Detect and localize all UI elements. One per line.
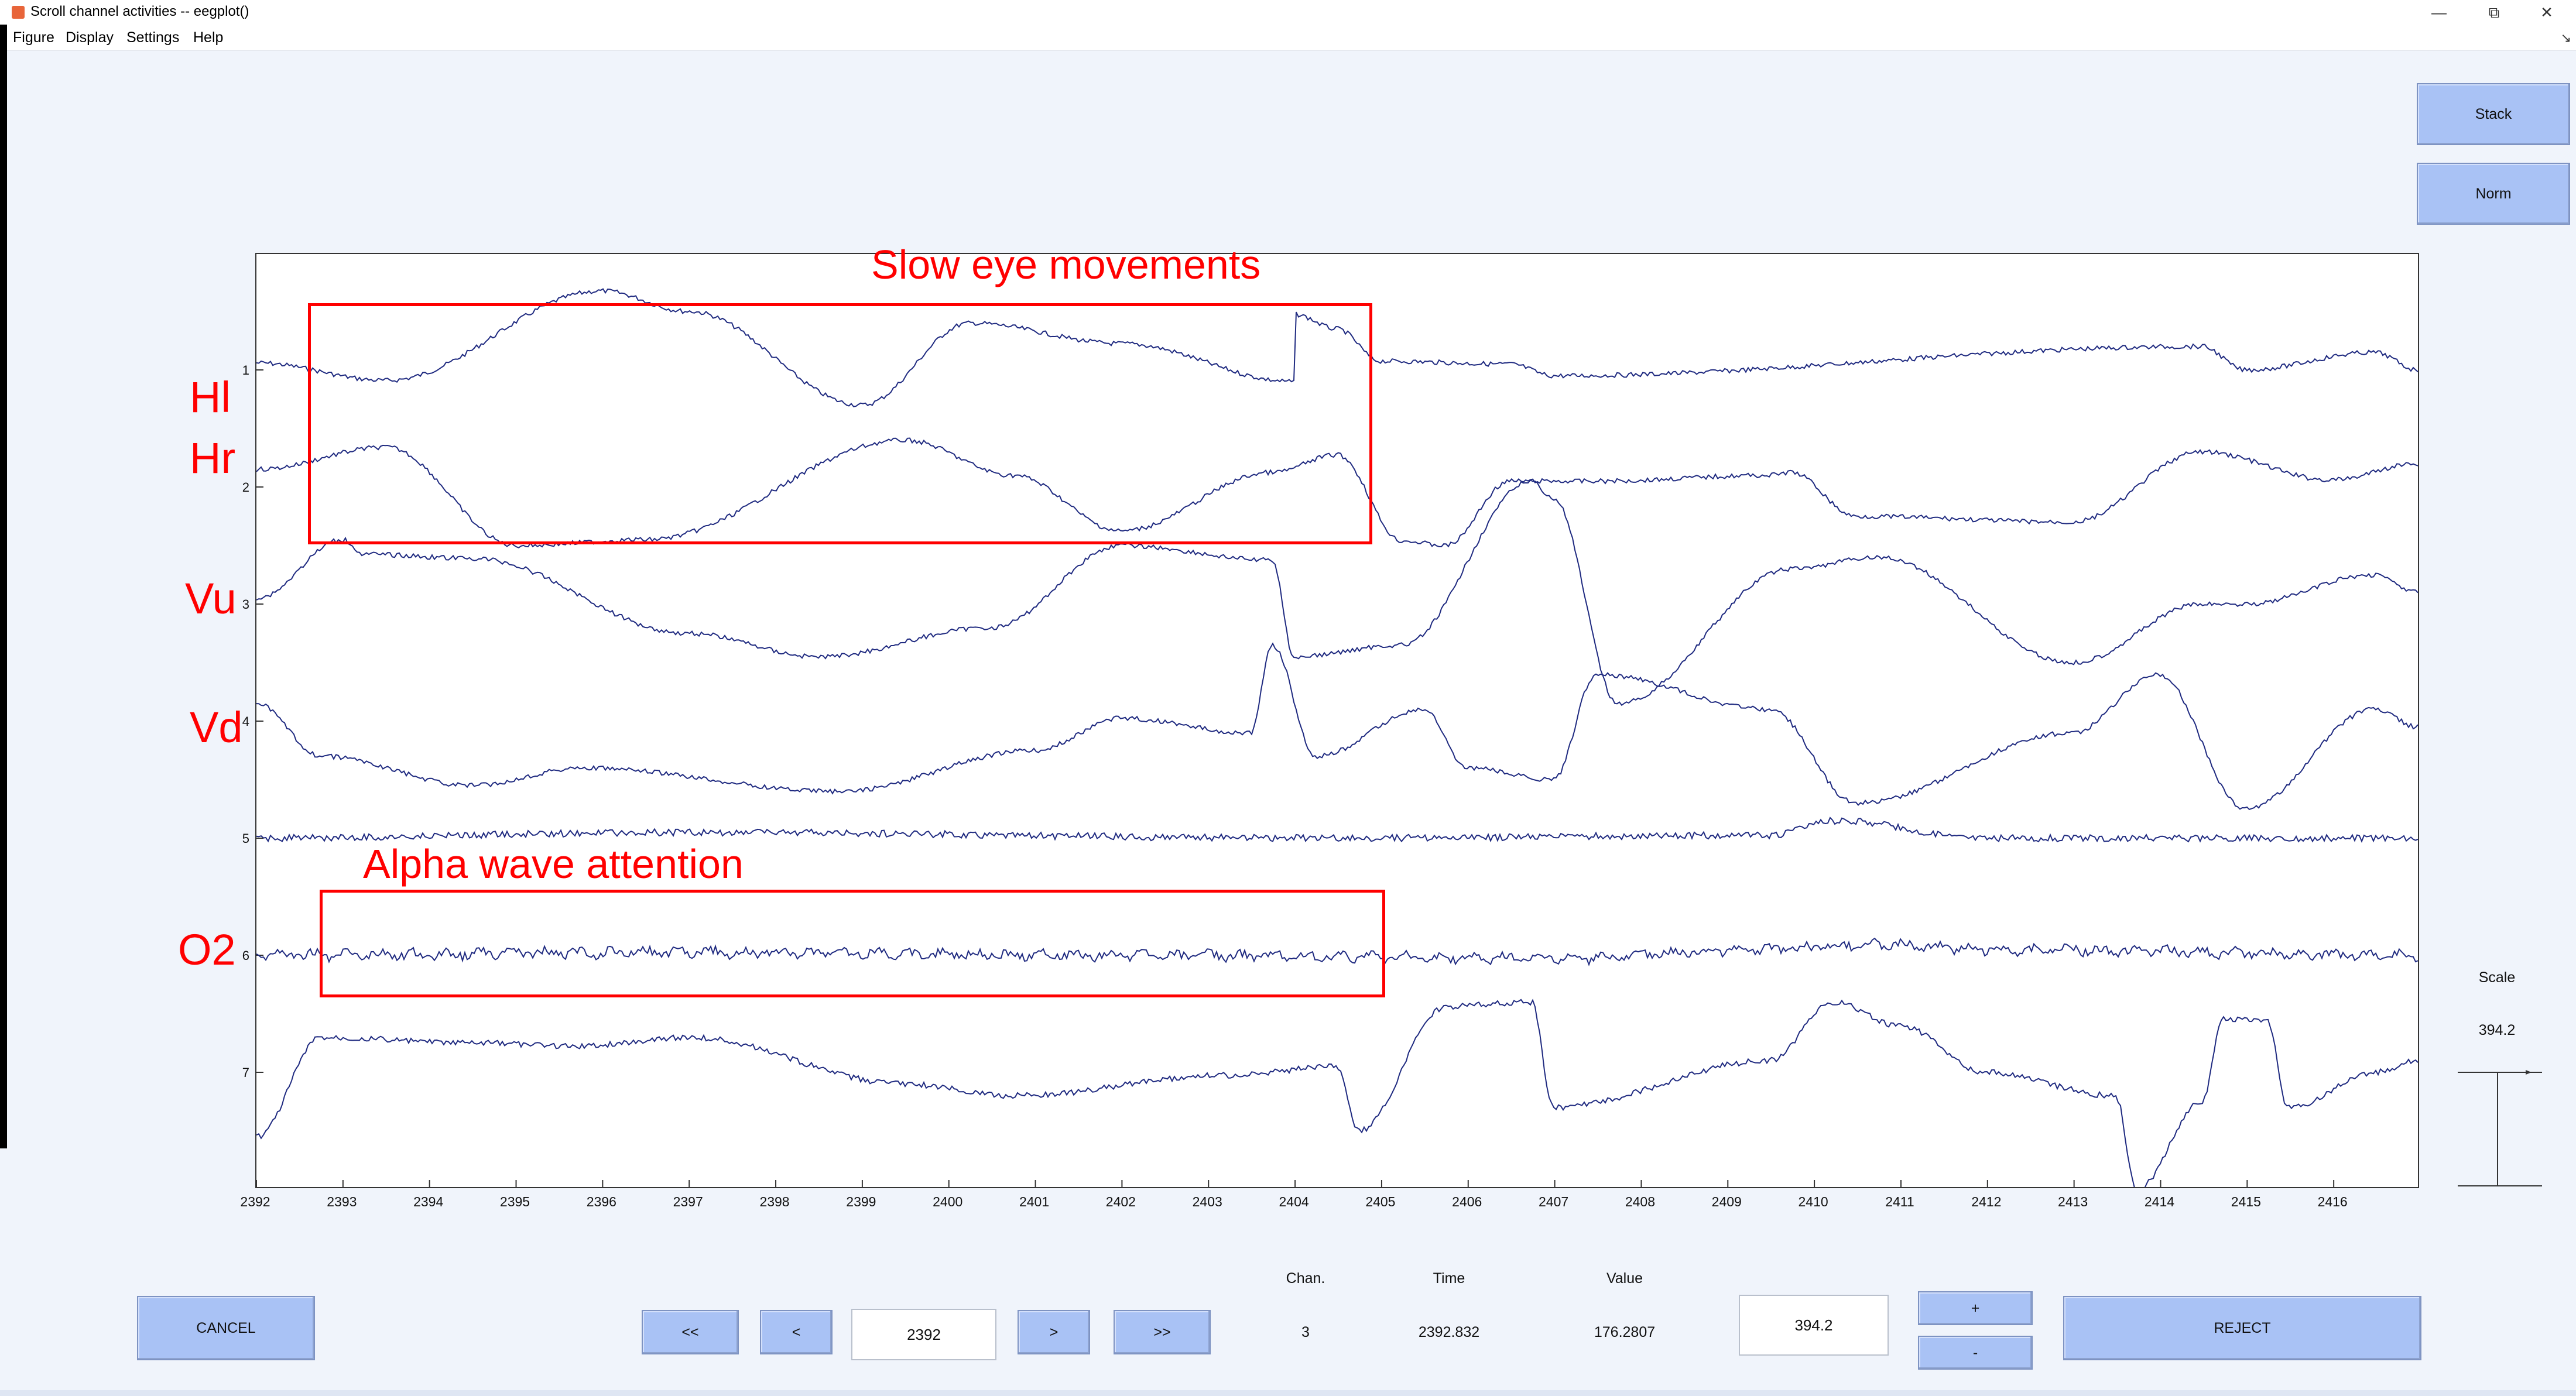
eeg-trace-channel-4 [256,642,2418,811]
x-tick-label: 2409 [1711,1194,1742,1209]
annotation-box-slow-eye [308,303,1372,544]
x-tick-label: 2408 [1625,1194,1656,1209]
channel-label-1: 1 [242,363,249,378]
x-tick-label: 2398 [759,1194,790,1209]
left-edge-bar [0,25,7,1148]
scale-input[interactable]: 394.2 [1739,1295,1889,1356]
toolbar-toggle-icon[interactable]: ↘ [2560,30,2571,45]
window-title: Scroll channel activities -- eegplot() [30,4,249,19]
channel-label-6: 6 [242,948,249,963]
eeg-trace-channel-1 [256,288,2418,407]
annotation-vd: Vd [190,703,243,752]
x-tick-label: 2393 [327,1194,357,1209]
norm-button[interactable]: Norm [2417,163,2570,225]
menu-help[interactable]: Help [193,29,224,46]
x-tick-label: 2410 [1798,1194,1828,1209]
title-bar: Scroll channel activities -- eegplot() —… [0,0,2576,25]
x-tick-label: 2412 [1971,1194,2002,1209]
annotation-vu: Vu [185,574,237,623]
value-value: 176.2807 [1594,1324,1656,1340]
chan-value: 3 [1301,1324,1310,1340]
close-button[interactable]: ✕ [2540,4,2553,21]
x-tick-label: 2405 [1365,1194,1396,1209]
scale-value: 394.2 [2478,1022,2516,1038]
x-tick-label: 2394 [413,1194,444,1209]
x-tick-label: 2413 [2058,1194,2088,1209]
menu-settings[interactable]: Settings [126,29,180,46]
x-tick-label: 2404 [1279,1194,1309,1209]
x-tick-label: 2397 [673,1194,703,1209]
menu-display[interactable]: Display [66,29,114,46]
x-tick-label: 2401 [1019,1194,1050,1209]
menu-bar: Figure Display Settings Help ↘ [0,25,2576,51]
eeg-trace-channel-5 [256,817,2418,843]
x-tick-label: 2396 [586,1194,616,1209]
eeg-trace-channel-3 [256,479,2418,706]
menu-figure[interactable]: Figure [13,29,54,46]
x-tick-label: 2402 [1105,1194,1136,1209]
restore-button[interactable]: ⧉ [2488,4,2500,21]
x-tick-label: 2399 [846,1194,876,1209]
last-page-button[interactable]: >> [1114,1310,1211,1354]
matlab-icon [12,6,25,19]
cancel-button[interactable]: CANCEL [137,1296,315,1360]
eeg-trace-channel-6 [256,937,2418,966]
channel-label-5: 5 [242,831,249,846]
annotation-alpha-wave: Alpha wave attention [363,841,744,887]
stack-button[interactable]: Stack [2417,83,2570,145]
x-tick-label: 2415 [2231,1194,2261,1209]
x-tick-label: 2392 [240,1194,270,1209]
reject-button[interactable]: REJECT [2063,1296,2421,1360]
next-page-button[interactable]: > [1018,1310,1090,1354]
channel-label-7: 7 [242,1065,249,1080]
time-value: 2392.832 [1418,1324,1480,1340]
eeg-traces [256,288,2418,1187]
prev-page-button[interactable]: < [760,1310,833,1354]
bottom-strip [0,1390,2576,1396]
scale-increase-button[interactable]: + [1918,1291,2033,1325]
scale-label: Scale [2478,969,2516,986]
scale-bar [2458,1070,2542,1186]
channel-label-3: 3 [242,597,249,612]
eeg-plot-area[interactable] [255,253,2419,1188]
annotation-slow-eye-movements: Slow eye movements [871,242,1261,287]
annotation-o2: O2 [178,925,236,974]
time-label: Time [1433,1270,1465,1287]
chan-label: Chan. [1286,1270,1325,1287]
channel-label-2: 2 [242,480,249,495]
position-input[interactable]: 2392 [851,1309,996,1360]
eeg-trace-channel-7 [256,999,2418,1187]
value-label: Value [1606,1270,1643,1287]
annotation-hr: Hr [190,434,236,482]
annotation-hl: Hl [190,373,231,421]
channel-traces [256,288,2418,1187]
x-tick-label: 2403 [1192,1194,1222,1209]
x-axis-ticks [256,369,2335,1187]
x-tick-label: 2407 [1539,1194,1569,1209]
x-tick-label: 2414 [2144,1194,2175,1209]
x-tick-label: 2411 [1885,1194,1914,1209]
x-tick-label: 2416 [2317,1194,2348,1209]
scale-decrease-button[interactable]: - [1918,1336,2033,1370]
x-tick-label: 2395 [499,1194,530,1209]
first-page-button[interactable]: << [642,1310,739,1354]
channel-label-4: 4 [242,714,249,729]
x-tick-label: 2406 [1452,1194,1482,1209]
annotation-box-alpha [320,890,1385,997]
x-tick-label: 2400 [933,1194,963,1209]
minimize-button[interactable]: — [2431,4,2447,21]
